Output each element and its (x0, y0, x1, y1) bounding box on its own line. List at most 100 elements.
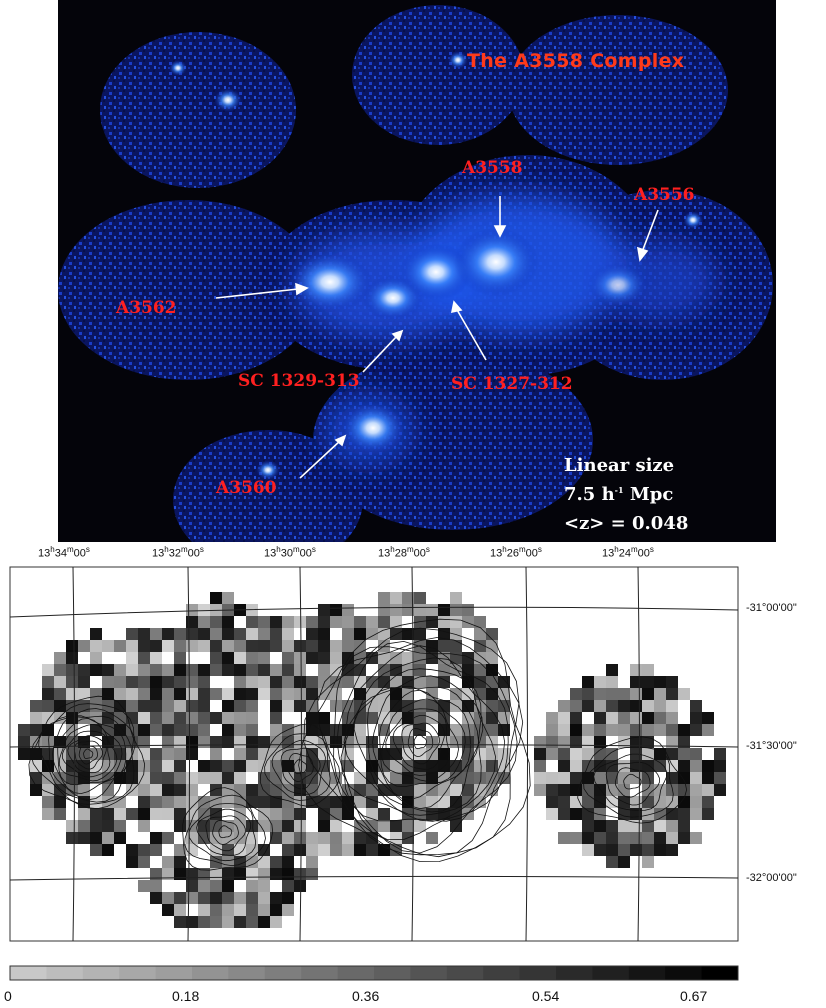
map-pixel (150, 676, 162, 688)
map-pixel (606, 796, 618, 808)
map-pixel (210, 652, 222, 664)
map-pixel (558, 736, 570, 748)
map-pixel (126, 856, 138, 868)
map-pixel (198, 664, 210, 676)
map-pixel (690, 796, 702, 808)
map-pixel (54, 784, 66, 796)
ra-tick-3: 13h30m00s (264, 545, 316, 560)
map-pixel (630, 832, 642, 844)
map-pixel (186, 616, 198, 628)
map-pixel (198, 796, 210, 808)
map-pixel (90, 760, 102, 772)
contour-line (83, 748, 94, 760)
map-pixel (654, 688, 666, 700)
colorbar-tick-0: 0 (4, 988, 12, 1004)
map-pixel (282, 856, 294, 868)
map-pixel (210, 724, 222, 736)
map-pixel (690, 808, 702, 820)
map-pixel (450, 604, 462, 616)
map-pixel (18, 712, 30, 724)
map-pixel (690, 712, 702, 724)
map-pixel (222, 748, 234, 760)
map-pixel (426, 604, 438, 616)
map-pixel (702, 760, 714, 772)
map-pixel (294, 676, 306, 688)
map-pixel (198, 616, 210, 628)
map-pixel (102, 808, 114, 820)
map-pixel (546, 808, 558, 820)
map-pixel (390, 616, 402, 628)
map-pixel (330, 688, 342, 700)
map-pixel (246, 676, 258, 688)
map-pixel (354, 844, 366, 856)
cluster-glows (169, 51, 703, 480)
map-pixel (234, 760, 246, 772)
map-pixel (150, 784, 162, 796)
map-pixel (546, 784, 558, 796)
map-pixel (582, 784, 594, 796)
map-pixel (270, 640, 282, 652)
contour-line (287, 752, 314, 783)
map-pixel (330, 820, 342, 832)
map-pixel (594, 772, 606, 784)
dec-tick-2: -31°30'00" (746, 740, 797, 752)
map-pixel (222, 844, 234, 856)
map-pixel (150, 724, 162, 736)
map-pixel (654, 700, 666, 712)
map-pixel (666, 724, 678, 736)
map-pixel (138, 820, 150, 832)
map-pixel (486, 760, 498, 772)
map-pixel (222, 736, 234, 748)
map-pixel (126, 664, 138, 676)
map-pixel (402, 592, 414, 604)
map-pixel (246, 736, 258, 748)
map-pixel (138, 868, 150, 880)
map-pixel (426, 796, 438, 808)
annotation-arrows (215, 196, 659, 479)
map-pixel (186, 892, 198, 904)
map-pixel (534, 784, 546, 796)
contour-line (303, 627, 520, 856)
map-pixel (414, 652, 426, 664)
map-pixel (678, 724, 690, 736)
map-pixel (306, 628, 318, 640)
colorbar-step (592, 966, 630, 980)
contour-layer (28, 618, 688, 871)
map-pixel (570, 700, 582, 712)
map-pixel (354, 832, 366, 844)
contour-line (28, 695, 146, 810)
map-pixel (186, 760, 198, 772)
map-pixel (306, 652, 318, 664)
map-pixel (702, 712, 714, 724)
map-pixel (354, 616, 366, 628)
map-pixel (342, 700, 354, 712)
ra-tick-4: 13h28m00s (378, 545, 430, 560)
map-pixel (162, 784, 174, 796)
map-pixel (270, 892, 282, 904)
map-pixel (150, 856, 162, 868)
contour-line (48, 715, 133, 801)
map-pixel (594, 748, 606, 760)
map-pixel (270, 808, 282, 820)
map-pixel (102, 820, 114, 832)
map-pixel (366, 784, 378, 796)
map-pixel (294, 760, 306, 772)
map-pixel (222, 712, 234, 724)
map-pixel (270, 712, 282, 724)
map-pixel (402, 820, 414, 832)
label-a3560: A3560 (216, 478, 277, 498)
map-pixel (114, 688, 126, 700)
map-pixel (246, 616, 258, 628)
map-pixel (162, 868, 174, 880)
map-pixel (474, 688, 486, 700)
map-pixel (558, 760, 570, 772)
map-pixel (294, 808, 306, 820)
map-pixel (654, 796, 666, 808)
map-pixel (282, 880, 294, 892)
map-pixel (186, 916, 198, 928)
map-pixel (258, 904, 270, 916)
map-pixel (630, 700, 642, 712)
map-pixel (282, 712, 294, 724)
map-pixel (366, 676, 378, 688)
map-pixel (162, 628, 174, 640)
